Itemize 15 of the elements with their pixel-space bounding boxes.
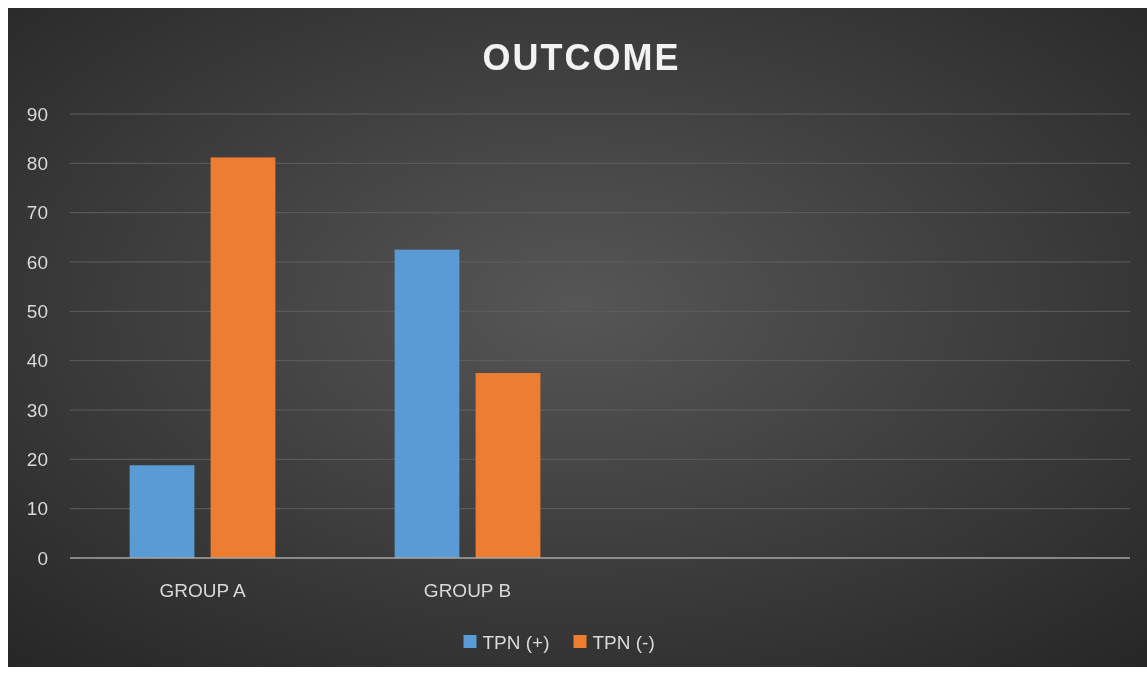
y-tick-label: 90 (26, 103, 48, 125)
y-tick-label: 20 (26, 448, 48, 470)
y-tick-label: 60 (26, 251, 48, 273)
x-tick-label: GROUP B (423, 579, 512, 601)
y-tick-label: 80 (26, 152, 48, 174)
chart-title: OUTCOME (482, 37, 681, 78)
legend-label: TPN (-) (592, 631, 655, 653)
y-tick-label: 10 (26, 498, 48, 520)
y-tick-label: 0 (37, 547, 48, 569)
y-tick-label: 70 (26, 202, 48, 224)
y-tick-label: 30 (26, 399, 48, 421)
x-tick-label: GROUP A (159, 579, 246, 601)
y-tick-label: 50 (26, 300, 48, 322)
y-tick-label: 40 (26, 350, 48, 372)
legend-label: TPN (+) (482, 631, 550, 653)
